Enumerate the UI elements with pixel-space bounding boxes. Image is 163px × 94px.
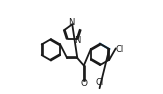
Text: Cl: Cl bbox=[95, 78, 104, 87]
Text: N: N bbox=[69, 18, 75, 27]
Text: Cl: Cl bbox=[116, 45, 124, 54]
Text: N: N bbox=[74, 36, 81, 45]
Text: O: O bbox=[80, 79, 87, 88]
